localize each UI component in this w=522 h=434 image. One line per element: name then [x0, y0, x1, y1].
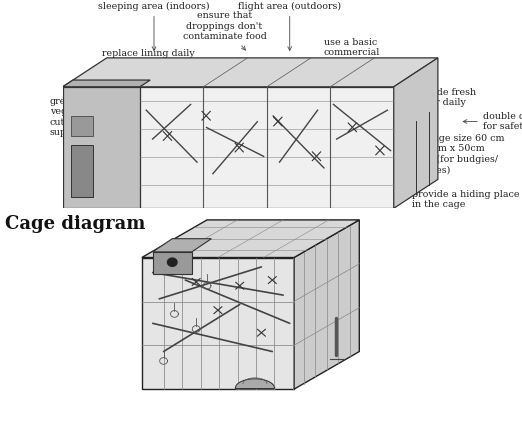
Polygon shape	[294, 220, 359, 389]
Text: Cage diagram: Cage diagram	[5, 215, 146, 233]
Text: flight area (outdoors): flight area (outdoors)	[238, 2, 341, 50]
Polygon shape	[63, 80, 150, 87]
Text: provide a hiding place
in the cage: provide a hiding place in the cage	[375, 190, 520, 209]
Text: use a basic
commercial
seed mix: use a basic commercial seed mix	[317, 38, 380, 68]
Text: ensure that
droppings don't
contaminate food: ensure that droppings don't contaminate …	[183, 11, 266, 50]
Polygon shape	[142, 257, 294, 389]
Polygon shape	[63, 87, 394, 208]
Text: toys for
mental
activity: toys for mental activity	[68, 147, 174, 176]
Text: use wooden/natural
branches for perches: use wooden/natural branches for perches	[91, 187, 194, 207]
Text: sleeping area (indoors): sleeping area (indoors)	[98, 2, 210, 50]
Polygon shape	[152, 252, 192, 274]
Polygon shape	[63, 87, 140, 208]
Polygon shape	[142, 220, 359, 257]
Polygon shape	[63, 58, 438, 87]
Text: average size 60 cm
x 60cm x 50cm
high (for budgies/
finches): average size 60 cm x 60cm x 50cm high (f…	[387, 134, 505, 174]
Text: double doors
for safety: double doors for safety	[463, 112, 522, 131]
Text: green
vegetables,
cuttlefish
supplements: green vegetables, cuttlefish supplements	[50, 97, 169, 137]
Text: replace lining daily: replace lining daily	[102, 49, 195, 64]
Polygon shape	[394, 58, 438, 208]
Polygon shape	[168, 258, 177, 266]
Polygon shape	[152, 239, 211, 252]
Text: provide fresh
water daily: provide fresh water daily	[382, 88, 477, 107]
Polygon shape	[71, 116, 93, 136]
Polygon shape	[71, 145, 93, 197]
